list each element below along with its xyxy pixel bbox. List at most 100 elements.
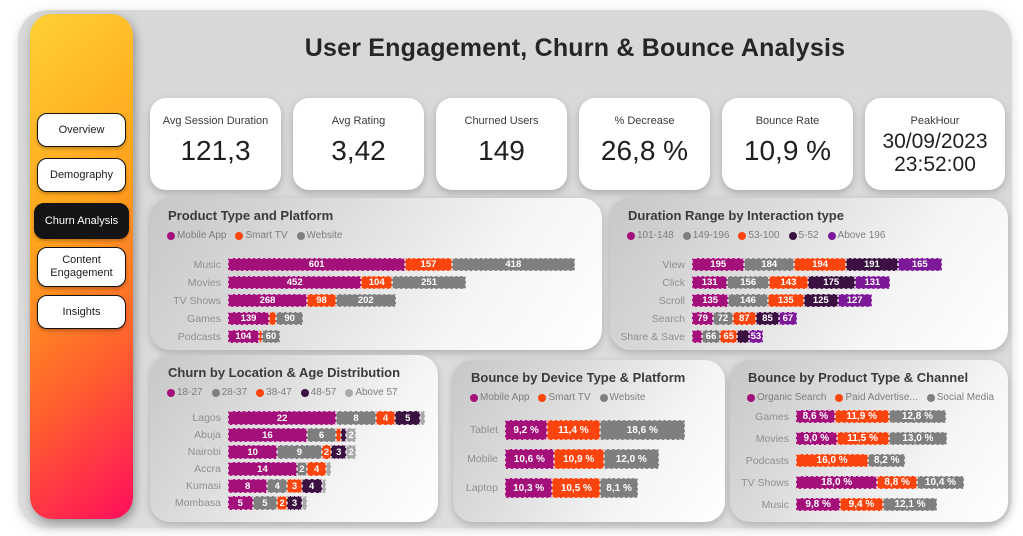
bar-segment-101-148[interactable] <box>692 330 703 343</box>
bar-segment-18-27[interactable]: 8 <box>228 479 268 493</box>
bar-segment-5-52[interactable]: 125 <box>803 294 838 307</box>
legend-item-mobile-app[interactable]: Mobile App <box>167 230 226 241</box>
bar-segment-53-100[interactable]: 135 <box>767 294 804 307</box>
bar-segment-website[interactable]: 418 <box>451 258 575 271</box>
sidebar-item-insights[interactable]: Insights <box>37 295 126 329</box>
bar-segment-above-196[interactable]: 67 <box>778 312 797 325</box>
bar-segment-social-media[interactable]: 8,2 % <box>868 454 906 467</box>
legend-item-48-57[interactable]: 48-57 <box>300 387 336 398</box>
legend-item-38-47[interactable]: 38-47 <box>256 387 292 398</box>
bar-segment-mobile-app[interactable]: 268 <box>228 294 308 307</box>
bar-segment-organic-search[interactable]: 9,0 % <box>796 432 837 445</box>
bar-segment-social-media[interactable]: 13,0 % <box>888 432 948 445</box>
bar-segment-above-57[interactable] <box>326 462 332 476</box>
bar-segment-5-52[interactable] <box>737 330 749 343</box>
bar-segment-mobile-app[interactable]: 10,3 % <box>505 478 553 498</box>
bar-segment-above-57[interactable]: 2 <box>346 445 357 459</box>
bar-segment-paid-advertise[interactable]: 11,5 % <box>836 432 889 445</box>
bar-segment-organic-search[interactable]: 18,0 % <box>796 476 878 489</box>
legend-item-18-27[interactable]: 18-27 <box>167 387 203 398</box>
bar-segment-38-47[interactable]: 4 <box>375 411 396 425</box>
bar-segment-smart-tv[interactable]: 11,4 % <box>547 420 600 440</box>
bar-segment-48-57[interactable] <box>341 428 347 442</box>
bar-segment-38-47[interactable]: 3 <box>287 479 302 493</box>
legend-item-53-100[interactable]: 53-100 <box>738 230 780 241</box>
bar-segment-paid-advertise[interactable]: 9,4 % <box>840 498 883 511</box>
bar-segment-149-196[interactable]: 72 <box>713 312 733 325</box>
bar-segment-149-196[interactable]: 146 <box>728 294 768 307</box>
bar-segment-social-media[interactable]: 12,1 % <box>882 498 938 511</box>
legend-item-smart-tv[interactable]: Smart TV <box>538 392 591 403</box>
bar-segment-18-27[interactable]: 14 <box>228 462 297 476</box>
sidebar-item-demography[interactable]: Demography <box>37 158 126 192</box>
bar-segment-mobile-app[interactable]: 139 <box>228 312 269 325</box>
bar-segment-5-52[interactable]: 191 <box>846 258 898 271</box>
bar-segment-5-52[interactable]: 85 <box>756 312 779 325</box>
bar-segment-mobile-app[interactable]: 104 <box>228 330 259 343</box>
bar-segment-paid-advertise[interactable]: 8,8 % <box>877 476 918 489</box>
bar-segment-above-196[interactable]: 127 <box>837 294 872 307</box>
bar-segment-28-37[interactable]: 5 <box>252 496 278 510</box>
bar-segment-social-media[interactable]: 10,4 % <box>917 476 964 489</box>
bar-segment-149-196[interactable]: 156 <box>727 276 770 289</box>
bar-segment-above-57[interactable] <box>420 411 425 425</box>
bar-segment-28-37[interactable]: 2 <box>296 462 307 476</box>
bar-segment-smart-tv[interactable] <box>269 312 277 325</box>
bar-segment-paid-advertise[interactable]: 11,9 % <box>834 410 889 423</box>
bar-segment-above-57[interactable] <box>321 479 327 493</box>
bar-segment-smart-tv[interactable]: 104 <box>361 276 393 289</box>
bar-segment-website[interactable]: 60 <box>262 330 280 343</box>
sidebar-item-overview[interactable]: Overview <box>37 113 126 147</box>
bar-segment-101-148[interactable]: 195 <box>692 258 745 271</box>
legend-item-above-57[interactable]: Above 57 <box>345 387 398 398</box>
bar-segment-38-47[interactable]: 2 <box>321 445 332 459</box>
bar-segment-53-100[interactable]: 143 <box>769 276 808 289</box>
bar-segment-18-27[interactable]: 10 <box>228 445 278 459</box>
bar-segment-website[interactable]: 18,6 % <box>599 420 685 440</box>
bar-segment-53-100[interactable]: 87 <box>732 312 757 325</box>
bar-segment-48-57[interactable]: 4 <box>301 479 322 493</box>
bar-segment-28-37[interactable]: 4 <box>267 479 288 493</box>
legend-item-smart-tv[interactable]: Smart TV <box>235 230 288 241</box>
bar-segment-53-100[interactable]: 65 <box>719 330 738 343</box>
sidebar-item-churn-analysis[interactable]: Churn Analysis <box>34 203 129 239</box>
bar-segment-smart-tv[interactable] <box>258 330 263 343</box>
legend-item-5-52[interactable]: 5-52 <box>788 230 819 241</box>
bar-segment-paid-advertise[interactable]: 16,0 % <box>796 454 869 467</box>
bar-segment-28-37[interactable]: 8 <box>336 411 376 425</box>
bar-segment-5-52[interactable]: 175 <box>807 276 855 289</box>
bar-segment-website[interactable]: 90 <box>276 312 303 325</box>
bar-segment-18-27[interactable]: 16 <box>228 428 307 442</box>
bar-segment-101-148[interactable]: 79 <box>692 312 714 325</box>
bar-segment-above-57[interactable]: 2 <box>346 428 357 442</box>
bar-segment-social-media[interactable]: 12,8 % <box>888 410 947 423</box>
bar-segment-48-57[interactable]: 3 <box>331 445 347 459</box>
bar-segment-above-196[interactable]: 53 <box>748 330 763 343</box>
bar-segment-website[interactable]: 12,0 % <box>603 449 659 469</box>
bar-segment-mobile-app[interactable]: 10,6 % <box>505 449 554 469</box>
bar-segment-18-27[interactable]: 5 <box>228 496 253 510</box>
bar-segment-38-47[interactable]: 4 <box>306 462 327 476</box>
bar-segment-101-148[interactable]: 131 <box>692 276 728 289</box>
bar-segment-38-47[interactable]: 2 <box>277 496 288 510</box>
legend-item-website[interactable]: Website <box>599 392 645 403</box>
bar-segment-website[interactable]: 251 <box>392 276 467 289</box>
bar-segment-48-57[interactable]: 5 <box>395 411 421 425</box>
legend-item-social-media[interactable]: Social Media <box>926 392 994 403</box>
bar-segment-28-37[interactable]: 9 <box>277 445 322 459</box>
bar-segment-organic-search[interactable]: 8,6 % <box>796 410 835 423</box>
bar-segment-48-57[interactable]: 3 <box>287 496 302 510</box>
bar-segment-28-37[interactable]: 6 <box>306 428 337 442</box>
legend-item-website[interactable]: Website <box>296 230 342 241</box>
legend-item-above-196[interactable]: Above 196 <box>827 230 885 241</box>
legend-item-149-196[interactable]: 149-196 <box>682 230 729 241</box>
bar-segment-website[interactable]: 202 <box>335 294 396 307</box>
bar-segment-smart-tv[interactable]: 157 <box>405 258 452 271</box>
bar-segment-53-100[interactable]: 194 <box>793 258 847 271</box>
bar-segment-149-196[interactable]: 66 <box>702 330 720 343</box>
bar-segment-mobile-app[interactable]: 9,2 % <box>505 420 548 440</box>
legend-item-mobile-app[interactable]: Mobile App <box>470 392 529 403</box>
sidebar-item-content-engagement[interactable]: Content Engagement <box>37 247 126 287</box>
bar-segment-above-196[interactable]: 131 <box>854 276 891 289</box>
bar-segment-mobile-app[interactable]: 601 <box>228 258 406 271</box>
